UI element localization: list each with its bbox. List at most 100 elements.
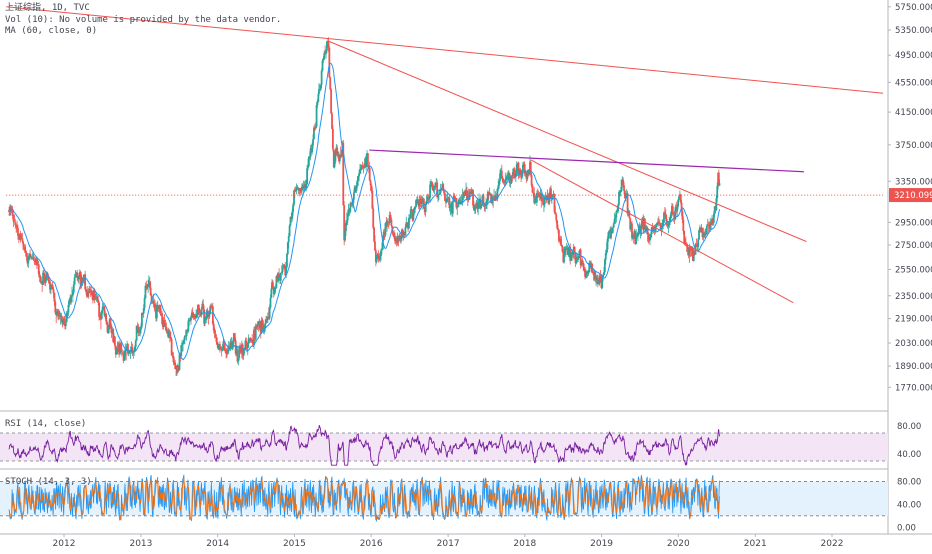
price-axis[interactable]: 5750.000 5350.000 4950.000 4550.000 4150.000… xyxy=(888,3,932,394)
candle-body xyxy=(573,246,576,253)
ma-line[interactable] xyxy=(8,62,720,361)
candle-body xyxy=(206,310,209,315)
candle-body xyxy=(418,198,421,207)
candle-body xyxy=(129,350,132,351)
candle-body xyxy=(362,167,365,168)
volume-legend: Vol (10): No volume is provided by the d… xyxy=(5,14,282,25)
candle-body xyxy=(36,259,38,266)
candle-body xyxy=(543,196,546,205)
candle-body xyxy=(500,170,503,178)
candle-body xyxy=(317,93,320,102)
candle-body xyxy=(171,355,174,356)
rsi-legend[interactable]: RSI (14, close) xyxy=(5,419,87,429)
ma-legend[interactable]: MA (60, close, 0) xyxy=(5,26,98,36)
candle-body xyxy=(556,220,559,229)
candle-body xyxy=(313,127,315,140)
candle-body xyxy=(449,206,452,209)
candle-body xyxy=(52,289,55,293)
candle-body xyxy=(515,164,518,174)
candle-body xyxy=(127,344,129,354)
symbol-title[interactable]: 上证综指, 1D, TVC xyxy=(5,3,90,13)
candle-body xyxy=(141,313,144,314)
candle-body xyxy=(103,306,106,316)
trendlines[interactable] xyxy=(6,6,884,304)
candle-body xyxy=(219,344,221,349)
candle-body xyxy=(219,348,222,350)
time-tick-label: 2016 xyxy=(360,539,383,549)
candle-body xyxy=(692,251,695,261)
candle-body xyxy=(601,277,604,288)
time-tick-label: 2020 xyxy=(667,539,690,549)
candle-body xyxy=(268,307,271,319)
candle-body xyxy=(356,179,359,186)
trendline-red[interactable] xyxy=(6,6,884,94)
candle-body xyxy=(482,195,485,204)
candle-body xyxy=(474,206,477,208)
stoch-legend[interactable]: STOCH (14, 3, 3) xyxy=(5,477,92,487)
candle-body xyxy=(677,199,680,207)
candle-body xyxy=(336,147,339,155)
candle-body xyxy=(351,203,354,206)
candle-body xyxy=(314,126,317,129)
candle-body xyxy=(333,161,336,168)
candle-body xyxy=(165,327,168,332)
candle-body xyxy=(501,177,504,182)
candle-body xyxy=(49,287,52,290)
candle-body xyxy=(294,189,297,192)
candle-body xyxy=(390,219,393,227)
rsi-tick-label: 80.00 xyxy=(897,422,921,432)
candle-body xyxy=(285,266,288,276)
time-axis[interactable]: 2012 2013 2014 2015 2016 2017 2018 2019 2020 2021… xyxy=(53,534,844,549)
candle-body xyxy=(338,154,341,162)
candle-body xyxy=(57,310,60,315)
candle-body xyxy=(461,197,464,203)
candle-body xyxy=(273,288,276,295)
trendline-red[interactable] xyxy=(530,159,794,304)
candle-body xyxy=(323,52,326,60)
candle-body xyxy=(33,260,36,262)
candle-body xyxy=(656,223,658,226)
candle-body xyxy=(37,264,40,275)
candle-body xyxy=(445,198,448,203)
candle-body xyxy=(232,340,234,348)
candle-body xyxy=(370,185,373,191)
candle-body xyxy=(47,277,50,280)
candle-body xyxy=(598,275,601,283)
candle-body xyxy=(425,200,428,204)
price-tick-label: 5350.000 xyxy=(895,26,932,36)
trendline-purple[interactable] xyxy=(369,149,804,173)
candle-body xyxy=(183,335,186,341)
candle-body xyxy=(147,284,149,287)
candle-body xyxy=(22,244,25,248)
rsi-line[interactable] xyxy=(8,424,720,467)
candle-body xyxy=(280,271,283,273)
candle-body xyxy=(97,299,100,303)
trendline-red[interactable] xyxy=(328,40,807,242)
candle-body xyxy=(98,302,101,317)
candle-body xyxy=(71,295,73,297)
candle-body xyxy=(652,227,655,231)
candle-body xyxy=(133,350,136,352)
candle-body xyxy=(63,319,65,324)
candle-body xyxy=(330,89,333,114)
candle-body xyxy=(359,167,362,170)
stoch-d-line[interactable] xyxy=(8,477,720,521)
time-tick-label: 2017 xyxy=(437,539,460,549)
candle-body xyxy=(247,337,250,343)
price-tick-label: 2190.000 xyxy=(895,315,932,325)
candle-body xyxy=(331,128,334,150)
candle-body xyxy=(49,281,51,290)
candle-body xyxy=(181,342,184,346)
candle-body xyxy=(265,319,267,324)
candle-body xyxy=(717,172,720,186)
candle-body xyxy=(561,246,564,252)
rsi-band xyxy=(0,433,888,461)
candle-body xyxy=(295,187,298,190)
candle-body xyxy=(53,292,56,302)
candles[interactable] xyxy=(8,37,721,377)
candle-body xyxy=(259,321,262,331)
candle-body xyxy=(216,341,219,345)
candle-body xyxy=(554,212,557,215)
